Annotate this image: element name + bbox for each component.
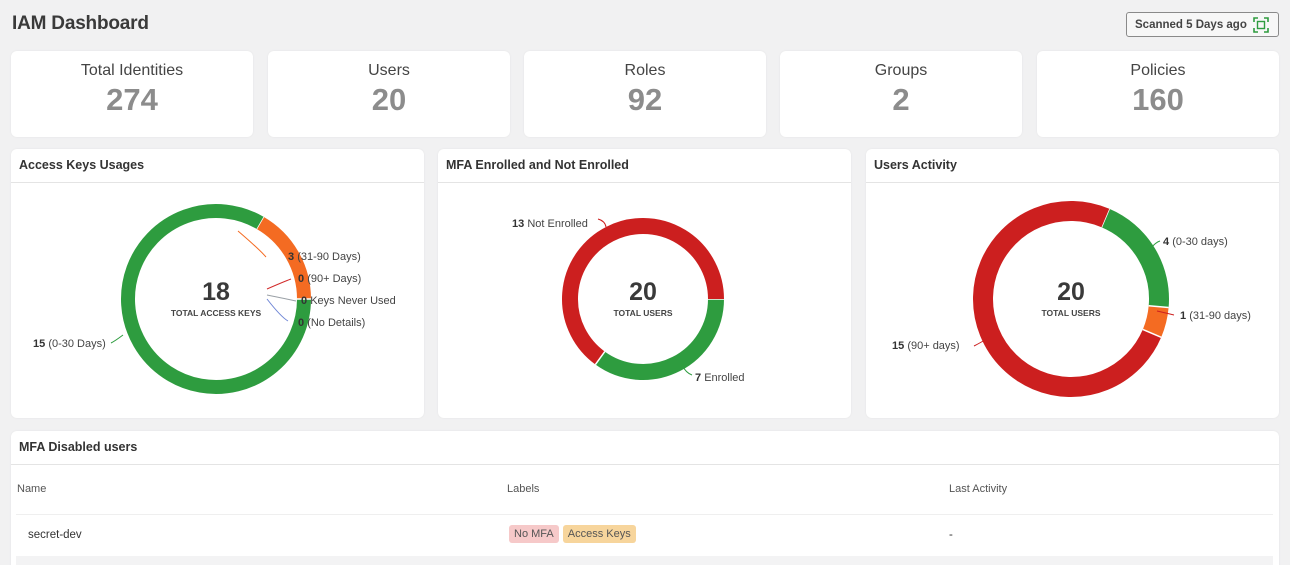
panel-title: Users Activity bbox=[866, 149, 1279, 183]
stat-value: 92 bbox=[627, 82, 663, 117]
column-header-labels[interactable]: Labels bbox=[507, 483, 540, 495]
panel-title: MFA Enrolled and Not Enrolled bbox=[438, 149, 851, 183]
donut-separator bbox=[594, 351, 606, 365]
stat-card-groups[interactable]: Groups 2 bbox=[780, 51, 1022, 137]
stat-card-policies[interactable]: Policies 160 bbox=[1037, 51, 1279, 137]
legend-0-30-days: 15 (0-30 Days) bbox=[33, 338, 106, 350]
legend-no-details: 0 (No Details) bbox=[298, 317, 365, 329]
scan-icon bbox=[1253, 17, 1269, 33]
stat-value: 160 bbox=[1132, 82, 1184, 117]
donut-separator bbox=[255, 216, 265, 230]
panel-title: Access Keys Usages bbox=[11, 149, 424, 183]
donut-segment[interactable] bbox=[121, 204, 311, 394]
stat-value: 2 bbox=[892, 82, 910, 117]
stat-label: Users bbox=[368, 62, 410, 79]
mfa-enrollment-panel: MFA Enrolled and Not Enrolled 20 TOTAL U… bbox=[438, 149, 851, 418]
stat-card-roles[interactable]: Roles 92 bbox=[524, 51, 766, 137]
legend-90-plus-days: 0 (90+ Days) bbox=[298, 273, 361, 285]
mfa-disabled-users-panel: MFA Disabled users Name Labels Last Acti… bbox=[11, 431, 1279, 565]
legend-activity-90-plus-days: 15 (90+ days) bbox=[892, 340, 960, 352]
mfa-donut: 20 TOTAL USERS 13 Not Enrolled 7 Enrolle… bbox=[512, 218, 745, 384]
donut-total: 20 bbox=[629, 278, 657, 306]
table-row[interactable]: secret-dev No MFA Access Keys - bbox=[16, 514, 1273, 556]
stat-label: Total Identities bbox=[80, 62, 184, 79]
donut-total-label: TOTAL USERS bbox=[1041, 308, 1100, 318]
legend-keys-never-used: 0 Keys Never Used bbox=[301, 295, 396, 307]
access-keys-donut: 18 TOTAL ACCESS KEYS 3 (31-90 Days) 0 (9… bbox=[33, 204, 396, 394]
panel-title: MFA Disabled users bbox=[11, 431, 1279, 465]
donut-total: 20 bbox=[1057, 278, 1085, 306]
legend-31-90-days: 3 (31-90 Days) bbox=[288, 251, 361, 263]
donut-segment[interactable] bbox=[595, 298, 724, 380]
donut-total-label: TOTAL ACCESS KEYS bbox=[171, 308, 262, 318]
legend-enrolled: 7 Enrolled bbox=[695, 372, 745, 384]
donut-separator bbox=[1142, 328, 1162, 338]
donut-segment[interactable] bbox=[973, 201, 1162, 397]
stat-value: 20 bbox=[371, 82, 407, 117]
donut-total-label: TOTAL USERS bbox=[613, 308, 672, 318]
legend-not-enrolled: 13 Not Enrolled bbox=[512, 218, 588, 230]
column-header-name[interactable]: Name bbox=[17, 483, 47, 495]
stat-label: Groups bbox=[874, 62, 928, 79]
legend-activity-31-90-days: 1 (31-90 days) bbox=[1180, 310, 1251, 322]
donut-segment[interactable] bbox=[1101, 208, 1169, 308]
scan-status-label: Scanned 5 Days ago bbox=[1135, 18, 1247, 31]
stat-label: Policies bbox=[1130, 62, 1186, 79]
user-name[interactable]: secret-dev bbox=[28, 529, 82, 541]
labels-cell: No MFA Access Keys bbox=[509, 525, 640, 543]
stat-card-total-identities[interactable]: Total Identities 274 bbox=[11, 51, 253, 137]
legend-activity-0-30-days: 4 (0-30 days) bbox=[1163, 236, 1228, 248]
access-keys-panel: Access Keys Usages 18 TOTAL ACCESS KEYS … bbox=[11, 149, 424, 418]
donut-segment[interactable] bbox=[256, 216, 311, 300]
table-row-divider bbox=[16, 556, 1273, 565]
activity-donut: 20 TOTAL USERS 4 (0-30 days) 1 (31-90 da… bbox=[892, 201, 1251, 397]
column-header-last-activity[interactable]: Last Activity bbox=[949, 483, 1008, 495]
donut-segment[interactable] bbox=[562, 218, 724, 365]
label-access-keys: Access Keys bbox=[562, 525, 636, 543]
donut-separator bbox=[1100, 208, 1110, 228]
page-title: IAM Dashboard bbox=[12, 13, 149, 34]
scan-status-button[interactable]: Scanned 5 Days ago bbox=[1126, 12, 1279, 37]
users-activity-panel: Users Activity 20 TOTAL USERS 4 (0-30 da… bbox=[866, 149, 1279, 418]
stat-label: Roles bbox=[624, 62, 666, 79]
stat-value: 274 bbox=[106, 82, 158, 117]
last-activity: - bbox=[949, 529, 953, 541]
stat-card-users[interactable]: Users 20 bbox=[268, 51, 510, 137]
donut-total: 18 bbox=[202, 278, 230, 306]
label-no-mfa: No MFA bbox=[509, 525, 559, 543]
donut-separator bbox=[1148, 305, 1169, 309]
